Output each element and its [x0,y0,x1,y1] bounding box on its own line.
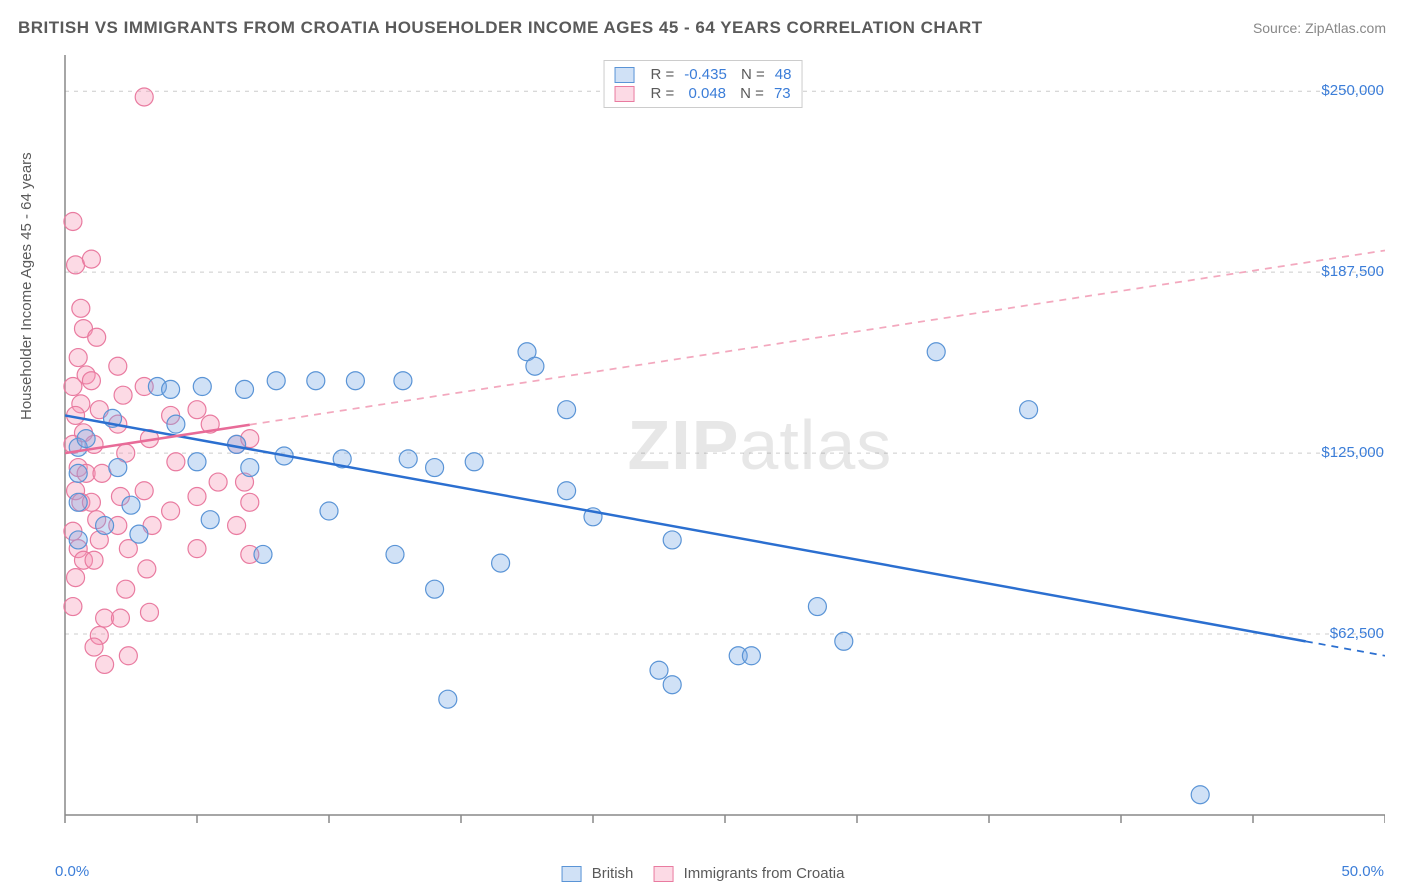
legend-item-croatia: Immigrants from Croatia [653,865,844,882]
legend-item-british: British [562,865,634,882]
chart-area: ZIPatlas [55,55,1385,835]
x-axis-start-label: 0.0% [55,863,89,880]
legend-swatch-british [562,866,582,882]
y-tick-label: $250,000 [1321,82,1384,99]
correlation-legend: R =-0.435 N =48 R = 0.048 N =73 [604,60,803,108]
source-attribution: Source: ZipAtlas.com [1253,20,1386,36]
x-axis-end-label: 50.0% [1341,863,1384,880]
legend-swatch-british [615,67,635,83]
y-axis-label: Householder Income Ages 45 - 64 years [18,152,35,420]
scatter-chart-svg [55,55,1385,835]
legend-row-croatia: R = 0.048 N =73 [615,84,792,103]
y-tick-label: $187,500 [1321,263,1384,280]
legend-row-british: R =-0.435 N =48 [615,65,792,84]
y-tick-label: $62,500 [1330,625,1384,642]
series-legend: British Immigrants from Croatia [562,865,845,882]
chart-title: BRITISH VS IMMIGRANTS FROM CROATIA HOUSE… [18,18,983,38]
legend-swatch-croatia [615,86,635,102]
legend-swatch-croatia [653,866,673,882]
y-tick-label: $125,000 [1321,444,1384,461]
